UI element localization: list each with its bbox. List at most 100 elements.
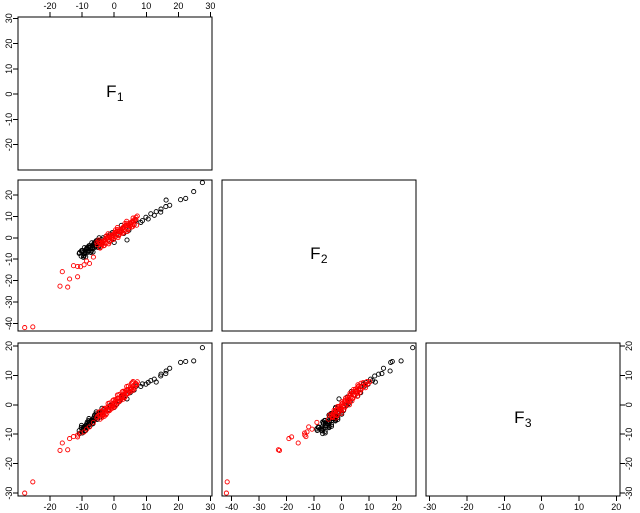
tick-label: 10 — [4, 64, 14, 74]
tick-label: -30 — [253, 502, 266, 512]
data-point — [86, 260, 93, 267]
tick-label: 10 — [4, 211, 14, 221]
data-point — [77, 264, 84, 270]
data-point — [295, 440, 301, 446]
diagonal-label-f1: F1 — [106, 82, 124, 104]
data-point — [75, 274, 81, 280]
tick-label: -20 — [624, 457, 634, 470]
data-point — [81, 251, 87, 257]
tick-label: -20 — [461, 502, 474, 512]
data-point — [65, 284, 71, 290]
data-point — [22, 325, 28, 331]
data-point — [67, 276, 73, 282]
data-point — [57, 283, 63, 289]
tick-label: -30 — [423, 502, 436, 512]
panel-box-r2c0 — [17, 342, 213, 497]
data-point — [178, 197, 184, 203]
tick-label: -40 — [225, 502, 238, 512]
data-point — [22, 490, 28, 496]
tick-label: 10 — [141, 1, 151, 11]
data-point — [339, 399, 345, 405]
variable-name: F — [106, 81, 117, 101]
data-point — [163, 368, 169, 374]
panel-box-r0c0 — [17, 16, 213, 171]
tick-label: -30 — [624, 487, 634, 500]
data-point — [379, 371, 385, 377]
tick-label: 20 — [392, 502, 402, 512]
data-point — [355, 382, 361, 388]
tick-label: 10 — [4, 370, 14, 380]
data-point — [387, 368, 393, 374]
tick-label: 30 — [205, 1, 215, 11]
series-group-red — [22, 378, 140, 496]
data-point — [67, 436, 73, 442]
data-point — [30, 479, 36, 485]
tick-label: -30 — [4, 487, 14, 500]
scatter-panel-f1-f2 — [22, 180, 205, 331]
axis-bottom-f1: -20 -10 0 10 20 30 — [44, 496, 215, 512]
tick-label: 0 — [4, 402, 14, 407]
tick-label: -10 — [4, 428, 14, 441]
variable-name: F — [514, 407, 525, 427]
tick-label: -10 — [4, 113, 14, 126]
data-point — [163, 371, 169, 377]
tick-label: 30 — [205, 502, 215, 512]
panel-box-r1c1 — [221, 179, 417, 332]
tick-label: 10 — [364, 502, 374, 512]
data-point — [59, 269, 65, 275]
data-point — [89, 240, 95, 246]
data-point — [318, 425, 324, 431]
data-point — [133, 214, 139, 220]
series-group-black — [76, 180, 205, 260]
data-point — [410, 345, 416, 351]
data-point — [349, 391, 355, 397]
data-point — [398, 358, 404, 364]
data-point — [223, 490, 229, 496]
tick-label: -10 — [76, 1, 89, 11]
data-point — [325, 416, 332, 422]
data-point — [191, 189, 197, 195]
data-point — [153, 379, 159, 385]
variable-subscript: 2 — [320, 252, 328, 267]
data-point — [138, 383, 144, 390]
diagonal-label-f2: F2 — [310, 244, 328, 266]
data-point — [276, 447, 283, 453]
data-point — [167, 202, 173, 208]
data-point — [309, 426, 315, 432]
axis-left-f1: 30 20 10 0 -10 -20 — [4, 13, 18, 151]
variable-name: F — [310, 243, 321, 263]
tick-label: 0 — [112, 502, 117, 512]
data-point — [364, 378, 370, 385]
tick-label: 20 — [173, 1, 183, 11]
data-point — [70, 263, 77, 269]
data-point — [127, 389, 133, 395]
data-point — [380, 365, 387, 371]
data-point — [191, 358, 197, 364]
data-point — [116, 391, 122, 398]
variable-subscript: 3 — [524, 416, 532, 431]
scatter-panel-f2-f3 — [223, 345, 416, 496]
data-point — [331, 407, 337, 413]
data-point — [183, 195, 189, 201]
axis-left-f2: 20 10 0 -10 -20 -30 -40 — [4, 190, 18, 330]
series-group-black — [76, 345, 205, 437]
tick-label: 10 — [624, 370, 634, 380]
data-point — [57, 447, 63, 453]
data-point — [158, 206, 164, 212]
series-group-red — [22, 213, 140, 331]
tick-label: -10 — [308, 502, 321, 512]
tick-label: -10 — [624, 428, 634, 441]
tick-label: 20 — [173, 502, 183, 512]
axis-bottom-f3: -30 -20 -10 0 10 20 — [423, 496, 621, 512]
series-group-red — [223, 378, 373, 496]
tick-label: -20 — [4, 274, 14, 287]
tick-label: 0 — [4, 235, 14, 240]
data-point — [145, 216, 151, 222]
data-point — [336, 396, 342, 402]
data-point — [130, 378, 136, 385]
data-point — [75, 263, 81, 270]
data-point — [306, 424, 312, 430]
tick-label: 20 — [624, 341, 634, 351]
